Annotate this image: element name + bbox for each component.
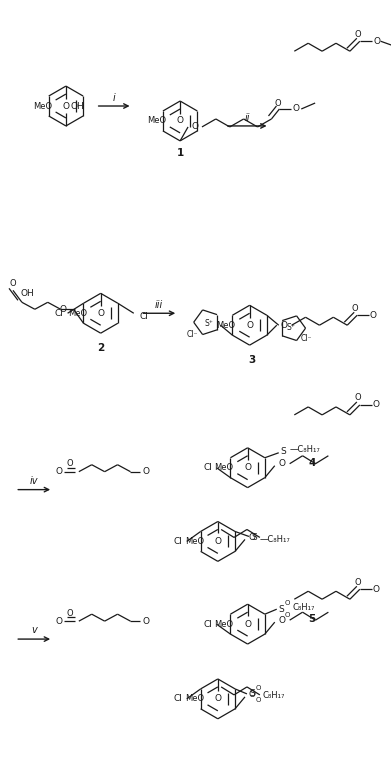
Text: OH: OH <box>71 102 85 110</box>
Text: MeO: MeO <box>214 620 234 628</box>
Text: 3: 3 <box>248 355 255 365</box>
Text: O: O <box>97 308 104 318</box>
Text: O: O <box>249 533 256 542</box>
Text: O: O <box>278 460 285 468</box>
Text: MeO: MeO <box>185 537 204 546</box>
Text: O: O <box>67 608 73 618</box>
Text: O: O <box>280 321 287 330</box>
Text: Cl⁻: Cl⁻ <box>187 330 198 338</box>
Text: O: O <box>354 577 361 587</box>
Text: 5: 5 <box>309 614 316 625</box>
Text: Cl: Cl <box>204 620 212 628</box>
Text: MeO: MeO <box>147 116 166 126</box>
Text: O: O <box>56 467 62 476</box>
Text: S: S <box>279 604 285 614</box>
Text: O: O <box>244 620 251 628</box>
Text: O: O <box>143 617 150 625</box>
Text: Cl: Cl <box>204 463 212 472</box>
Text: S⁺: S⁺ <box>204 318 213 328</box>
Text: iv: iv <box>30 476 38 486</box>
Text: O: O <box>255 697 261 703</box>
Text: Cl: Cl <box>55 308 64 318</box>
Text: O: O <box>214 537 221 546</box>
Text: iii: iii <box>155 300 163 310</box>
Text: O: O <box>354 393 361 402</box>
Text: Cl⁻: Cl⁻ <box>301 334 312 342</box>
Text: O: O <box>192 123 198 131</box>
Text: —C₈H₁₇: —C₈H₁₇ <box>290 446 320 454</box>
Text: ii: ii <box>245 113 250 123</box>
Text: O: O <box>214 695 221 703</box>
Text: C₈H₁₇: C₈H₁₇ <box>263 692 285 700</box>
Text: MeO: MeO <box>33 102 52 110</box>
Text: S⁺: S⁺ <box>286 323 295 332</box>
Text: MeO: MeO <box>185 695 204 703</box>
Text: O: O <box>10 279 16 288</box>
Text: Cl: Cl <box>140 311 149 321</box>
Text: OH: OH <box>21 289 34 298</box>
Text: O: O <box>354 30 361 39</box>
Text: O: O <box>255 685 261 691</box>
Text: O: O <box>246 321 253 330</box>
Text: S: S <box>281 447 287 456</box>
Text: S: S <box>249 689 255 699</box>
Text: O: O <box>67 460 73 468</box>
Text: 1: 1 <box>176 148 184 158</box>
Text: O: O <box>285 600 290 606</box>
Text: Cl: Cl <box>174 537 183 546</box>
Text: O: O <box>352 304 359 313</box>
Text: i: i <box>112 93 115 103</box>
Text: 4: 4 <box>309 458 316 468</box>
Text: O: O <box>373 37 380 45</box>
Text: O: O <box>62 102 69 110</box>
Text: O: O <box>244 463 251 472</box>
Text: C₈H₁₇: C₈H₁₇ <box>293 603 315 611</box>
Text: —C₈H₁₇: —C₈H₁₇ <box>260 535 290 544</box>
Text: 2: 2 <box>97 343 104 353</box>
Text: MeO: MeO <box>217 321 236 330</box>
Text: Cl: Cl <box>174 695 183 703</box>
Text: MeO: MeO <box>68 308 87 318</box>
Text: O: O <box>249 690 256 699</box>
Text: O: O <box>143 467 150 476</box>
Text: MeO: MeO <box>214 463 234 472</box>
Text: O: O <box>177 116 183 126</box>
Text: v: v <box>31 625 37 635</box>
Text: O: O <box>370 311 377 320</box>
Text: O: O <box>60 305 67 314</box>
Text: O: O <box>285 612 290 618</box>
Text: O: O <box>293 105 300 113</box>
Text: O: O <box>278 616 285 625</box>
Text: O: O <box>56 617 62 625</box>
Text: O: O <box>372 584 379 594</box>
Text: S: S <box>251 533 257 542</box>
Text: O: O <box>372 400 379 409</box>
Text: O: O <box>274 99 281 107</box>
